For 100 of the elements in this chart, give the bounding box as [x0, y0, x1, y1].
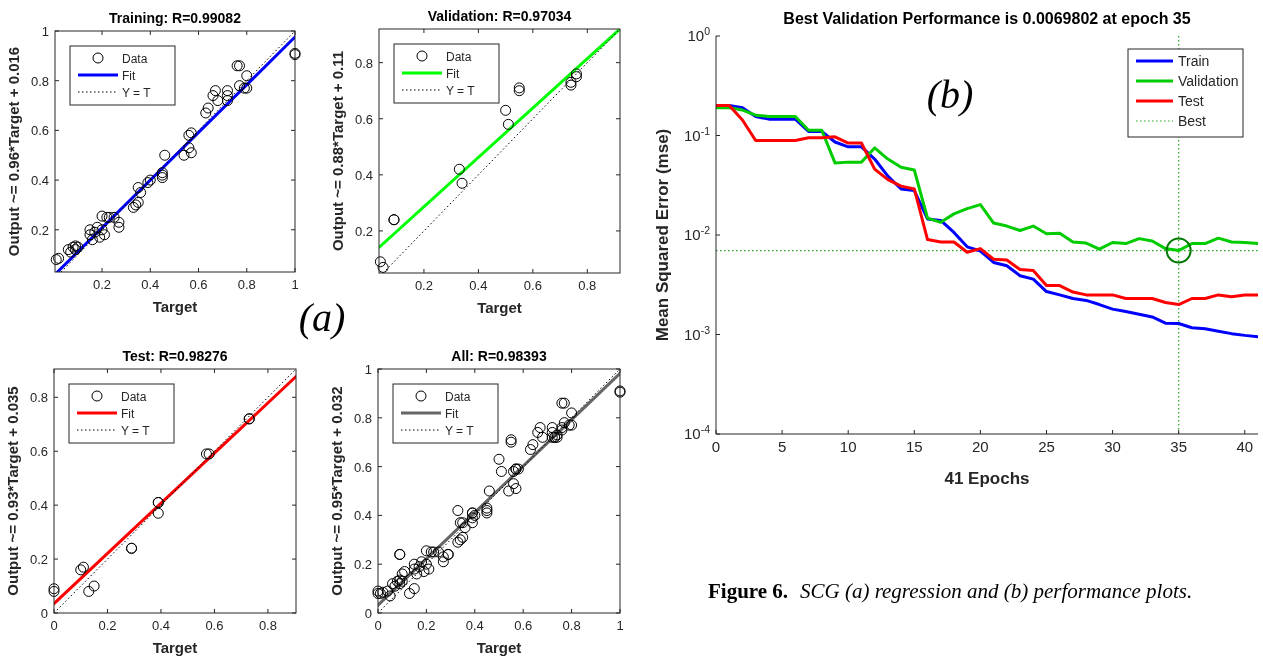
point — [84, 229, 96, 241]
point — [500, 104, 512, 116]
x-axis-title: Target — [476, 639, 522, 656]
y-tick-label: 10$^{-4}$ — [683, 423, 711, 442]
y-tick-label: 0.6 — [354, 111, 373, 127]
x-tick-label: 0.4 — [151, 618, 170, 633]
y-tick-label: 0.8 — [29, 390, 48, 406]
point — [91, 221, 103, 233]
point — [159, 149, 171, 161]
y-tick-label: 10$^{-2}$ — [683, 224, 711, 243]
x-tick-label: 0.6 — [189, 277, 208, 292]
y-axis-title: Output ~= 0.88*Target + 0.11 — [329, 50, 346, 252]
x-tick-label: 40 — [1236, 438, 1254, 455]
point — [212, 95, 224, 107]
chart-title: Validation: R=0.97034 — [427, 8, 572, 24]
point — [221, 90, 233, 102]
point — [96, 210, 108, 222]
y-tick-label: 0.2 — [353, 557, 372, 573]
y-tick-label: 0.4 — [353, 508, 372, 524]
x-tick-label: 0.2 — [98, 618, 117, 633]
y-tick-label: 1 — [364, 362, 372, 377]
y-tick-label: 0 — [364, 606, 372, 621]
legend-label: Train — [1178, 53, 1210, 69]
chart-title: All: R=0.98393 — [451, 348, 547, 364]
chart-title: Best Validation Performance is 0.0069802 at epoch 35 — [783, 10, 1191, 27]
y-tick-label: 10$^{-3}$ — [683, 323, 711, 343]
legend-label: Data — [121, 390, 147, 404]
chart-title: Test: R=0.98276 — [122, 348, 228, 364]
x-tick-label: 5 — [777, 438, 787, 455]
x-tick-label: 0.6 — [514, 618, 533, 633]
legend-label: Y = T — [445, 424, 475, 438]
point — [183, 142, 195, 154]
y-tick-label: 0 — [40, 606, 48, 621]
legend-label: Data — [122, 52, 148, 66]
x-tick-label: 1 — [291, 277, 299, 292]
point — [113, 221, 125, 233]
legend-label: Test — [1178, 93, 1204, 109]
x-tick-label: 30 — [1104, 438, 1121, 455]
y-axis-title: Output ~= 0.93*Target + 0.035 — [4, 386, 21, 596]
point — [88, 580, 100, 592]
point — [202, 102, 214, 114]
legend-label: Fit — [122, 69, 136, 83]
y-tick-label: 0.8 — [354, 55, 373, 71]
chart-title: Training: R=0.99082 — [109, 10, 242, 26]
point — [152, 507, 164, 519]
x-tick-label: 0.8 — [578, 278, 597, 293]
point — [209, 85, 221, 97]
point — [374, 256, 386, 268]
y-axis-title: Output ~= 0.96*Target + 0.016 — [5, 46, 22, 257]
x-tick-label: 0.8 — [258, 618, 277, 633]
x-tick-label: 0.6 — [205, 618, 224, 633]
y-tick-label: 0.6 — [30, 123, 49, 139]
point — [94, 231, 106, 243]
x-tick-label: 25 — [1038, 438, 1055, 455]
x-axis-title: Target — [152, 298, 198, 315]
x-tick-label: 0.8 — [562, 618, 581, 633]
point — [377, 261, 389, 273]
y-tick-label: 0.4 — [354, 167, 373, 183]
y-tick-label: 10$^{0}$ — [687, 25, 711, 44]
ref-line-label: Best — [1178, 113, 1207, 129]
point — [185, 147, 197, 159]
point — [502, 118, 514, 130]
point — [456, 177, 468, 189]
legend-label: Fit — [121, 407, 135, 421]
point — [84, 224, 96, 236]
x-tick-label: 1 — [616, 618, 624, 633]
x-tick-label: 35 — [1170, 438, 1188, 455]
x-axis-title: Target — [477, 299, 522, 316]
annotation: (b) — [926, 72, 974, 117]
point — [221, 95, 233, 107]
point — [108, 211, 120, 223]
x-tick-label: 15 — [905, 438, 923, 455]
legend-label: Validation — [1178, 73, 1239, 89]
point — [135, 187, 147, 198]
y-tick-label: 0.2 — [30, 222, 49, 238]
point — [83, 585, 95, 597]
legend-label: Fit — [446, 67, 460, 81]
x-tick-label: 10 — [839, 438, 857, 455]
point — [221, 85, 233, 97]
point — [98, 229, 110, 241]
x-axis-title: 41 Epochs — [944, 469, 1030, 488]
legend-label: Data — [446, 50, 472, 64]
legend-label: Data — [445, 390, 471, 404]
legend-label: Y = T — [122, 86, 152, 100]
y-tick-label: 10$^{-1}$ — [683, 124, 711, 144]
legend-label: Y = T — [446, 84, 476, 98]
y-tick-label: 0.8 — [353, 410, 372, 426]
caption: Figure 6. — [708, 579, 789, 603]
x-tick-label: 0.4 — [465, 618, 484, 633]
x-tick-label: 0.4 — [141, 277, 160, 292]
point — [89, 226, 101, 238]
x-axis-title: Target — [152, 639, 198, 656]
x-tick-label: 0.2 — [417, 618, 436, 633]
y-tick-label: 0.4 — [29, 498, 48, 514]
x-tick-label: 20 — [972, 438, 989, 455]
text: (a) — [298, 295, 346, 340]
y-tick-label: 0.4 — [30, 173, 49, 189]
y-tick-label: 0.2 — [354, 223, 373, 239]
legend-label: Fit — [445, 407, 459, 421]
text: SCG (a) regression and (b) performance plots. — [800, 579, 1193, 603]
